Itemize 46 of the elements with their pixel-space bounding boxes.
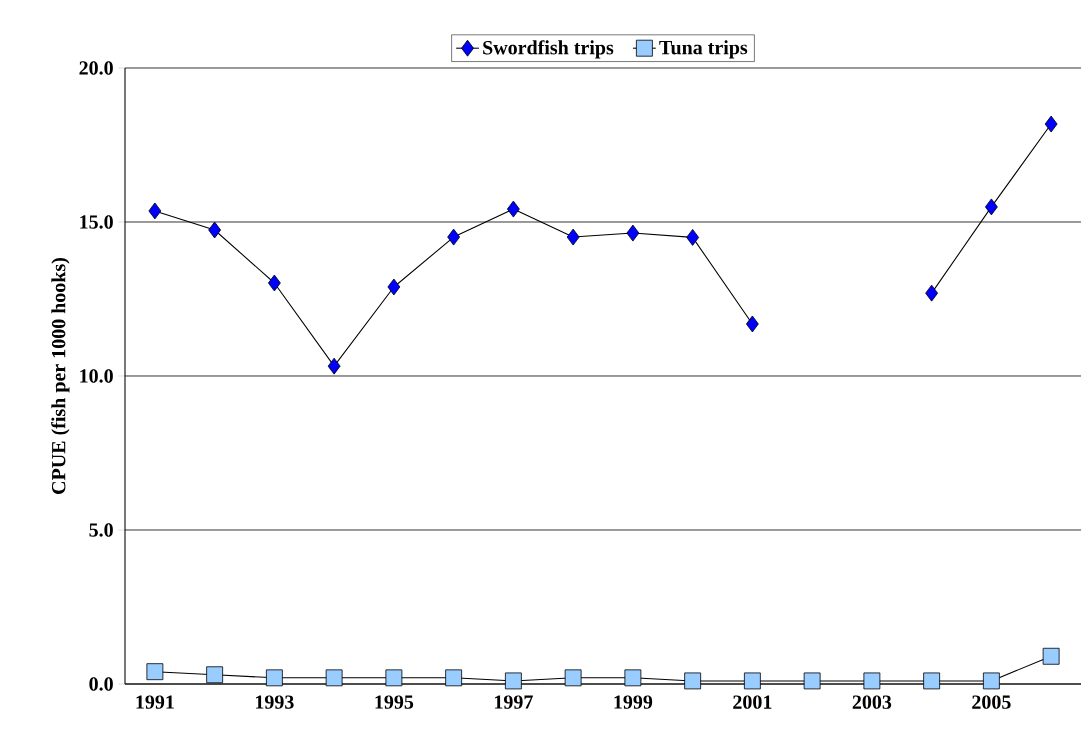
y-tick-label: 15.0 [80,215,113,229]
point [445,669,463,687]
point [265,669,283,687]
point [863,672,881,690]
point [1042,647,1060,665]
y-axis-title: CPUE (fish per 1000 hooks) [51,258,70,494]
y-tick-label: 5.0 [89,523,113,537]
point [267,274,281,292]
legend-label: Swordfish trips [483,40,614,59]
point [684,672,702,690]
point [206,666,224,684]
point [325,669,343,687]
point [564,669,582,687]
x-tick-label: 1997 [494,695,533,709]
y-tick-label: 10.0 [80,369,113,383]
legend-label: Tuna trips [659,40,748,59]
x-tick-label: 2001 [733,695,772,709]
point [925,284,939,302]
point [743,672,761,690]
point [626,224,640,242]
x-tick-label: 1993 [255,695,294,709]
point [506,200,520,218]
point [745,315,759,333]
point [1044,115,1058,133]
point [504,672,522,690]
x-tick-label: 2005 [972,695,1011,709]
x-tick-label: 1999 [614,695,653,709]
point [146,663,164,681]
y-tick-label: 0.0 [89,677,113,691]
point [803,672,821,690]
point [387,278,401,296]
point [148,202,162,220]
point [327,357,341,375]
point [385,669,403,687]
point [447,228,461,246]
x-tick-label: 1991 [136,695,174,709]
point [686,228,700,246]
x-tick-label: 1995 [375,695,414,709]
point [923,672,941,690]
point [984,198,998,216]
point [624,669,642,687]
point [208,221,222,239]
y-tick-label: 20.0 [79,61,113,75]
x-tick-label: 2003 [852,695,892,709]
point [982,672,1000,690]
point [566,228,580,246]
